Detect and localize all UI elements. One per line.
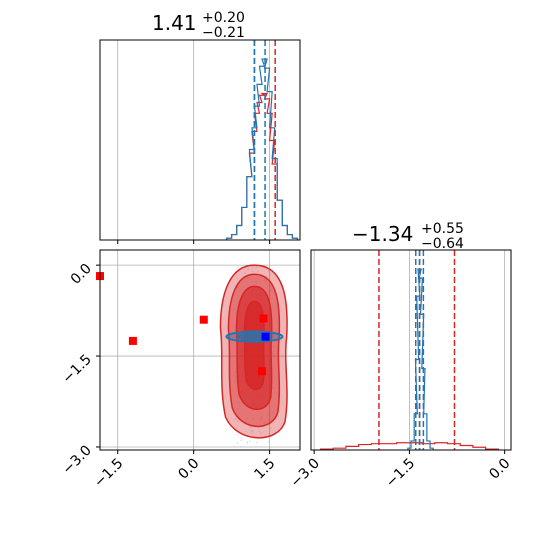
red-marker	[259, 314, 268, 323]
histogram-blue	[407, 268, 434, 450]
sample-point	[265, 421, 267, 423]
sample-point	[236, 277, 239, 280]
sample-point	[248, 278, 251, 281]
x-tick-label: 0.0	[175, 456, 202, 483]
scatter-panel-bottom-left: −1.5 0.0 1.50.0−1.5−3.0	[59, 249, 301, 491]
title-bottom-right: −1.34 +0.55 −0.64	[352, 221, 464, 252]
sample-point	[272, 387, 274, 389]
histogram-blue	[225, 58, 299, 240]
sample-point	[234, 418, 236, 420]
sample-point	[251, 270, 254, 272]
histogram-red	[225, 92, 299, 240]
red-marker	[199, 315, 208, 324]
axes-frame	[99, 39, 301, 241]
sample-point	[235, 379, 238, 381]
sample-point	[268, 270, 270, 272]
sample-point	[272, 411, 274, 414]
sample-point	[249, 426, 252, 428]
sample-point	[235, 382, 238, 384]
y-tick-label: −3.0	[59, 442, 94, 477]
sample-point	[267, 440, 270, 443]
sample-point	[236, 420, 239, 423]
sample-point	[234, 337, 237, 339]
sample-point	[269, 427, 272, 429]
title-median: 1.41	[152, 11, 197, 35]
sample-point	[233, 308, 236, 311]
sample-point	[272, 335, 274, 338]
axes-frame	[310, 249, 512, 451]
sample-point	[267, 413, 269, 416]
title-top-left: 1.41 +0.20 −0.21	[152, 10, 245, 41]
x-tick-label: 1.5	[251, 456, 278, 483]
sample-point	[233, 380, 236, 383]
x-tick-label: −1.5	[91, 456, 126, 491]
sample-point	[263, 278, 266, 280]
sample-point	[234, 375, 237, 378]
sample-point	[244, 272, 246, 274]
sample-point	[240, 437, 243, 439]
sample-point	[258, 430, 261, 433]
sample-point	[238, 401, 240, 404]
sample-point	[252, 417, 254, 420]
x-tick-label: −3.0	[288, 456, 323, 491]
sample-point	[270, 289, 273, 292]
x-tick-label: −1.5	[383, 456, 418, 491]
sample-point	[246, 441, 249, 443]
sample-point	[238, 405, 241, 408]
sample-point	[260, 418, 262, 420]
sample-point	[247, 277, 249, 279]
sample-point	[236, 407, 239, 410]
title-minus: −0.64	[421, 236, 464, 252]
blue-marker	[261, 332, 270, 341]
sample-point	[252, 266, 254, 268]
red-marker	[128, 336, 137, 345]
axes-frame	[99, 249, 301, 451]
sample-point	[246, 417, 248, 419]
title-plus: +0.55	[421, 221, 464, 237]
sample-point	[240, 446, 242, 448]
title-minus: −0.21	[202, 25, 245, 41]
sample-point	[235, 371, 237, 373]
sample-point	[236, 266, 239, 268]
sample-point	[255, 441, 258, 444]
sample-point	[257, 270, 259, 273]
sample-point	[245, 281, 248, 283]
sample-point	[251, 430, 253, 433]
sample-point	[272, 352, 274, 355]
sample-point	[263, 422, 266, 424]
sample-point	[243, 285, 245, 288]
sample-point	[272, 345, 275, 347]
sample-point	[267, 419, 270, 422]
sample-point	[247, 268, 250, 271]
sample-point	[255, 281, 257, 284]
sample-point	[269, 273, 271, 276]
title-plus: +0.20	[202, 10, 245, 26]
sample-point	[251, 432, 253, 435]
histogram-panel-bottom-right: −3.0 −1.5 0.0	[288, 249, 513, 491]
sample-point	[255, 266, 258, 268]
sample-point	[236, 442, 239, 444]
title-median: −1.34	[352, 222, 413, 246]
x-tick-label: 0.0	[486, 456, 513, 483]
y-tick-label: 0.0	[68, 261, 95, 288]
y-tick-label: −1.5	[59, 352, 94, 387]
sample-point	[249, 440, 251, 442]
red-marker	[258, 367, 267, 376]
sample-point	[260, 432, 262, 434]
sample-point	[265, 279, 267, 282]
sample-point	[260, 415, 263, 418]
histogram-panel-top-left	[99, 39, 301, 244]
sample-point	[236, 433, 239, 436]
sample-point	[240, 439, 242, 441]
